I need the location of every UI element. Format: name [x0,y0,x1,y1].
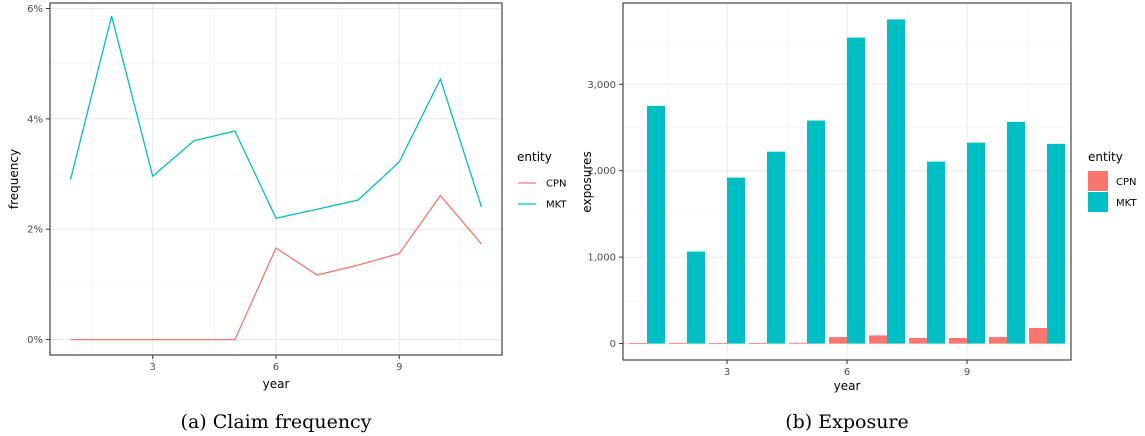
chart-a-x-tick-label: 3 [150,362,156,373]
chart-a-x-axis-title: year [263,377,290,391]
chart-b-bar-cpn [829,337,847,344]
chart-b-bar-cpn [909,337,927,344]
chart-a-y-tick-label: 4% [27,114,43,125]
chart-a-line-cpn [70,194,482,341]
chart-b-bar-cpn [949,337,967,344]
chart-a-gridlines [50,3,502,355]
chart-b-legend-key-cpn [1088,171,1108,191]
chart-b-y-tick-label: 3,000 [587,80,616,91]
chart-b-legend: entity CPN MKT [1088,150,1137,212]
chart-b-bar-cpn [629,343,647,344]
chart-b-bar-cpn [749,342,767,344]
chart-b-bar-mkt [727,177,745,344]
chart-b-bar-mkt [1007,121,1025,344]
chart-b-bar-cpn [669,342,687,344]
chart-a-legend-label-cpn: CPN [546,179,567,190]
chart-b-bar-cpn [789,342,807,344]
chart-b-x-axis-title: year [834,379,861,393]
chart-b-bar-cpn [1029,328,1047,344]
chart-b-bar-cpn [989,337,1007,344]
chart-a-legend-title: entity [517,150,552,164]
chart-b-legend-title: entity [1088,150,1123,164]
chart-a-y-tick-label: 6% [27,4,43,15]
chart-b-y-tick-label: 1,000 [587,253,616,264]
chart-b-x-tick-label: 6 [844,367,850,378]
chart-b-x-tick-label: 9 [964,367,970,378]
chart-b-legend-label-cpn: CPN [1116,177,1137,188]
chart-b-bar-mkt [767,151,785,344]
chart-b-bar-mkt [927,161,945,344]
chart-a-legend: entity CPN MKT [517,150,567,211]
chart-b-bars [629,19,1065,344]
chart-b-y-tick-label: 2,000 [587,166,616,177]
chart-a-ticks: 3 6 9 0% 2% 4% 6% [27,4,402,373]
chart-b-bar-mkt [807,120,825,344]
chart-b: 3 6 9 0 1,000 2,000 3,000 year exposures entit… [580,2,1137,433]
chart-b-x-tick-label: 3 [724,367,730,378]
chart-a-y-tick-label: 0% [27,335,43,346]
chart-b-bar-mkt [1047,143,1065,344]
chart-b-legend-key-mkt [1088,192,1108,212]
chart-b-bar-cpn [709,343,727,344]
chart-a-x-tick-label: 9 [396,362,402,373]
chart-a-x-tick-label: 6 [273,362,279,373]
chart-b-ticks: 3 6 9 0 1,000 2,000 3,000 [587,80,970,378]
chart-a-series [69,16,483,341]
chart-b-bar-mkt [967,142,985,344]
chart-a: 3 6 9 0% 2% 4% 6% year frequency entity CPN MKT… [7,2,567,433]
chart-b-y-axis-title: exposures [580,151,594,212]
chart-a-caption: (a) Claim frequency [181,411,372,433]
chart-b-bar-mkt [887,19,905,344]
chart-b-caption: (b) Exposure [785,411,909,433]
chart-a-y-tick-label: 2% [27,225,43,236]
chart-b-legend-label-mkt: MKT [1116,198,1137,209]
chart-b-bar-mkt [647,105,665,344]
chart-b-bar-cpn [869,335,887,344]
chart-a-legend-label-mkt: MKT [546,200,567,211]
chart-b-y-tick-label: 0 [610,339,616,350]
chart-a-line-mkt [69,16,483,219]
chart-a-y-axis-title: frequency [7,149,21,209]
chart-b-bar-mkt [847,37,865,344]
chart-b-bar-mkt [687,251,705,344]
